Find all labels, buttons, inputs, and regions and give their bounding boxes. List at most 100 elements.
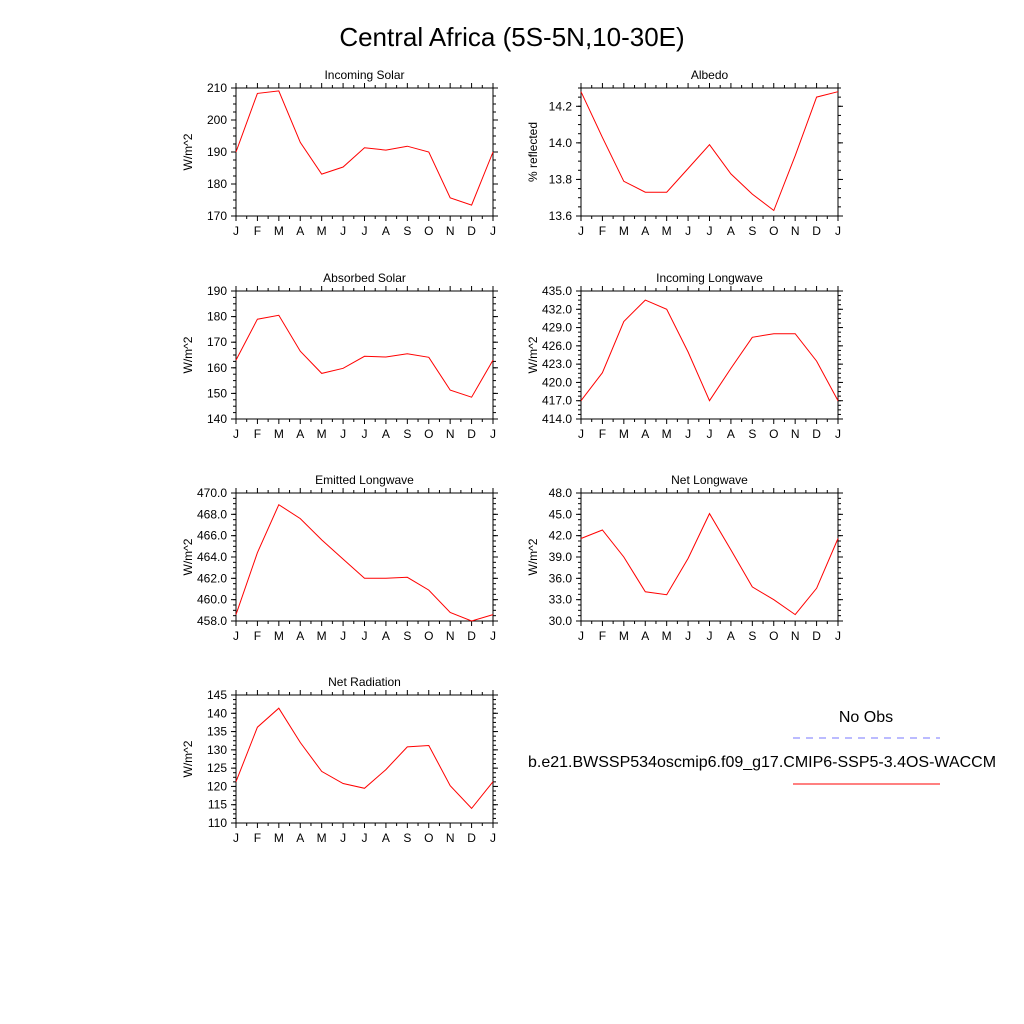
x-tick-label: J [233, 427, 239, 441]
x-tick-label: J [707, 629, 713, 643]
x-tick-label: D [467, 427, 476, 441]
y-tick-label: 135 [207, 725, 227, 739]
plot-frame [235, 290, 494, 420]
panel-title: Albedo [691, 68, 729, 82]
x-tick-label: A [382, 831, 390, 845]
y-tick-label: 115 [208, 798, 227, 812]
x-tick-label: J [362, 629, 368, 643]
x-tick-label: S [748, 629, 756, 643]
y-tick-label: 470.0 [197, 486, 227, 500]
x-tick-label: F [254, 831, 261, 845]
x-tick-label: J [578, 427, 584, 441]
x-tick-label: S [748, 224, 756, 238]
series-line [580, 91, 839, 212]
y-tick-label: 39.0 [549, 550, 573, 564]
plot-frame [580, 492, 839, 622]
x-tick-label: M [662, 629, 672, 643]
x-tick-label: M [619, 224, 629, 238]
y-tick-label: 423.0 [542, 357, 572, 371]
x-tick-label: J [835, 629, 841, 643]
x-tick-label: J [835, 224, 841, 238]
x-tick-label: M [317, 629, 327, 643]
x-tick-label: A [727, 427, 735, 441]
y-tick-label: 125 [207, 761, 227, 775]
x-tick-label: N [446, 427, 455, 441]
y-tick-label: 14.2 [549, 99, 573, 113]
y-tick-label: 110 [208, 816, 227, 830]
x-tick-label: D [812, 427, 821, 441]
y-tick-label: 13.6 [549, 209, 573, 223]
x-tick-label: M [619, 629, 629, 643]
x-tick-label: A [727, 629, 735, 643]
y-tick-label: 45.0 [549, 507, 573, 521]
x-tick-label: A [641, 427, 649, 441]
y-tick-label: 462.0 [197, 571, 227, 585]
y-tick-label: 13.8 [549, 172, 573, 186]
x-tick-label: M [317, 831, 327, 845]
x-tick-label: N [446, 224, 455, 238]
x-tick-label: J [490, 831, 496, 845]
x-tick-label: J [707, 427, 713, 441]
legend-obs-label: No Obs [839, 709, 893, 726]
x-tick-label: M [317, 224, 327, 238]
y-tick-label: 160 [207, 361, 227, 375]
y-tick-label: 435.0 [542, 284, 572, 298]
x-tick-label: A [382, 224, 390, 238]
x-tick-label: F [254, 224, 261, 238]
x-tick-label: O [424, 224, 433, 238]
y-tick-label: 140 [207, 412, 227, 426]
x-tick-label: J [233, 831, 239, 845]
series-line [235, 90, 494, 206]
y-tick-label: 36.0 [549, 571, 573, 585]
y-axis-label: W/m^2 [526, 336, 540, 373]
x-tick-label: O [769, 629, 778, 643]
y-tick-label: 432.0 [542, 302, 572, 316]
x-tick-label: D [467, 629, 476, 643]
x-tick-label: F [599, 427, 606, 441]
figure-title: Central Africa (5S-5N,10-30E) [339, 22, 684, 52]
x-tick-label: A [296, 224, 304, 238]
y-tick-label: 180 [207, 310, 227, 324]
y-tick-label: 130 [207, 743, 227, 757]
y-tick-label: 466.0 [197, 529, 227, 543]
x-tick-label: F [254, 629, 261, 643]
x-tick-label: J [233, 629, 239, 643]
x-tick-label: O [424, 629, 433, 643]
x-tick-label: A [641, 629, 649, 643]
y-axis-label: % reflected [526, 122, 540, 182]
x-tick-label: J [685, 629, 691, 643]
x-tick-label: A [382, 427, 390, 441]
x-tick-label: O [769, 224, 778, 238]
panel-title: Net Radiation [328, 675, 401, 689]
x-tick-label: F [254, 427, 261, 441]
x-tick-label: A [641, 224, 649, 238]
x-tick-label: J [685, 224, 691, 238]
x-tick-label: S [748, 427, 756, 441]
y-tick-label: 210 [207, 81, 227, 95]
series-line [235, 314, 494, 398]
x-tick-label: F [599, 629, 606, 643]
y-tick-label: 14.0 [549, 136, 573, 150]
x-tick-label: D [467, 224, 476, 238]
y-tick-label: 180 [207, 177, 227, 191]
y-axis-label: W/m^2 [181, 538, 195, 575]
x-tick-label: S [403, 427, 411, 441]
y-tick-label: 170 [207, 335, 227, 349]
x-tick-label: N [791, 629, 800, 643]
x-tick-label: J [340, 831, 346, 845]
legend-model-label: b.e21.BWSSP534oscmip6.f09_g17.CMIP6-SSP5… [528, 754, 996, 771]
x-tick-label: J [490, 427, 496, 441]
y-tick-label: 426.0 [542, 339, 572, 353]
x-tick-label: J [233, 224, 239, 238]
x-tick-label: A [296, 831, 304, 845]
y-tick-label: 190 [207, 145, 227, 159]
x-tick-label: J [490, 629, 496, 643]
y-tick-label: 420.0 [542, 375, 572, 389]
x-tick-label: J [835, 427, 841, 441]
y-tick-label: 48.0 [549, 486, 573, 500]
